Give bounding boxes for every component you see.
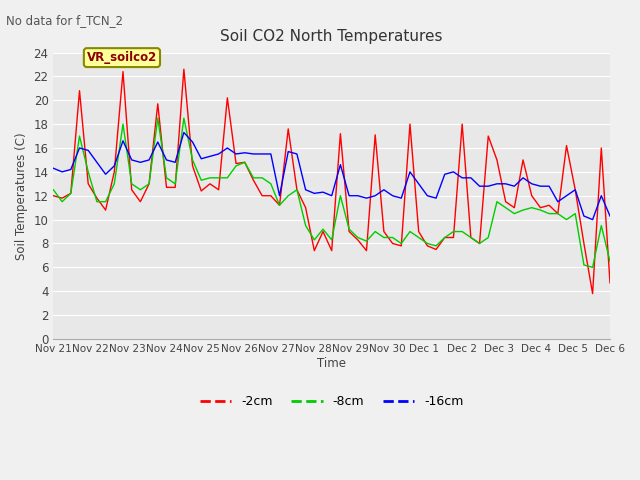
- X-axis label: Time: Time: [317, 357, 346, 370]
- Title: Soil CO2 North Temperatures: Soil CO2 North Temperatures: [220, 29, 443, 44]
- Text: No data for f_TCN_2: No data for f_TCN_2: [6, 14, 124, 27]
- Legend: -2cm, -8cm, -16cm: -2cm, -8cm, -16cm: [195, 390, 468, 413]
- Y-axis label: Soil Temperatures (C): Soil Temperatures (C): [15, 132, 28, 260]
- Text: VR_soilco2: VR_soilco2: [87, 51, 157, 64]
